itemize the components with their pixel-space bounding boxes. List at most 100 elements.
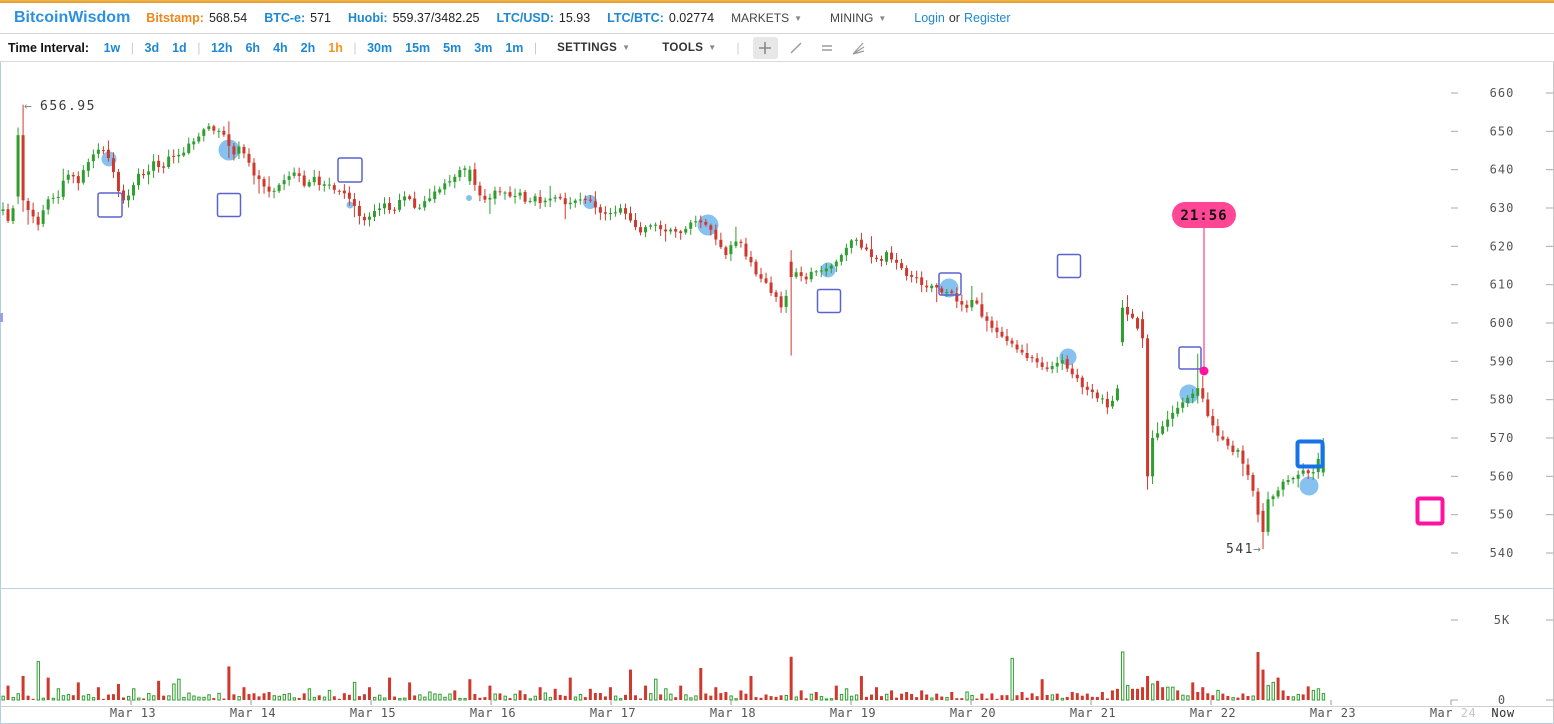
settings-menu[interactable]: SETTINGS ▼ <box>557 41 631 54</box>
svg-text:Mar 15: Mar 15 <box>350 706 396 720</box>
caret-down-icon: ▼ <box>622 42 631 52</box>
auth-or-text: or <box>948 11 960 25</box>
trade-marker-circle <box>1059 348 1077 366</box>
interval-6h[interactable]: 6h <box>245 40 261 55</box>
ticker-label: LTC/USD: <box>496 11 554 25</box>
svg-text:Mar 20: Mar 20 <box>950 706 996 720</box>
price-annotations: ← 656.95 541 → <box>24 99 1261 557</box>
interval-3d[interactable]: 3d <box>144 40 160 55</box>
trade-marker-circle <box>1299 476 1319 496</box>
svg-text:→: → <box>1253 542 1261 557</box>
svg-text:610: 610 <box>1490 278 1515 292</box>
order-marker-square <box>337 157 363 183</box>
svg-text:←: ← <box>24 99 32 114</box>
svg-text:Mar 16: Mar 16 <box>470 706 516 720</box>
toolbar-separator: | <box>533 40 538 55</box>
interval-1d[interactable]: 1d <box>172 40 187 55</box>
chart-area: 21:56 ← 656.95 541 → 660 650 640 630 620 610 600 590… <box>0 62 1554 724</box>
interval-1w[interactable]: 1w <box>103 40 121 55</box>
ticker-value: 15.93 <box>558 11 591 25</box>
svg-text:550: 550 <box>1490 508 1515 522</box>
tools-menu[interactable]: TOOLS ▼ <box>662 41 717 54</box>
time-flag-marker: 21:56 <box>1172 202 1236 376</box>
order-marker-square <box>216 192 242 218</box>
time-flag-label <box>1172 202 1236 228</box>
svg-text:Mar 17: Mar 17 <box>590 706 636 720</box>
trade-marker-circle <box>346 201 354 209</box>
interval-4h[interactable]: 4h <box>273 40 288 55</box>
app-header: BitcoinWisdom Bitstamp: 568.54 BTC-e: 571 … <box>0 3 1554 34</box>
svg-text:Mar 24: Mar 24 <box>1430 706 1476 720</box>
interval-15m[interactable]: 15m <box>405 40 431 55</box>
interval-3m[interactable]: 3m <box>474 40 493 55</box>
caret-down-icon: ▼ <box>708 42 717 52</box>
fan-lines-icon[interactable] <box>846 37 871 59</box>
interval-12h[interactable]: 12h <box>210 40 233 55</box>
login-link[interactable]: Login <box>914 11 945 25</box>
interval-30m[interactable]: 30m <box>367 40 393 55</box>
volume-series <box>1 651 1326 701</box>
ticker-label: LTC/BTC: <box>607 11 664 25</box>
time-interval-label: Time Interval: <box>8 40 90 55</box>
svg-text:560: 560 <box>1490 469 1515 483</box>
drawing-tools <box>750 36 874 59</box>
chart-frame <box>0 62 1554 724</box>
order-marker-square <box>97 192 123 218</box>
svg-text:580: 580 <box>1490 393 1515 407</box>
svg-text:600: 600 <box>1490 316 1515 330</box>
toolbar-separator: | <box>736 40 740 55</box>
svg-text:590: 590 <box>1490 354 1515 368</box>
mining-menu[interactable]: MINING ▼ <box>830 11 887 25</box>
order-marker-square <box>816 288 842 314</box>
candlestick-series <box>1 104 1325 550</box>
trade-marker-circle <box>466 195 472 201</box>
top-accent-bar <box>0 0 1554 3</box>
svg-text:541: 541 <box>1226 542 1254 557</box>
candlestick-chart[interactable]: 21:56 ← 656.95 541 → 660 650 640 630 620 610 600 590… <box>0 62 1554 724</box>
toolbar-separator: | <box>197 40 201 55</box>
pink-alert-square <box>1415 496 1445 526</box>
svg-text:540: 540 <box>1490 546 1515 560</box>
svg-text:Mar 23: Mar 23 <box>1310 706 1356 720</box>
time-flag-dot <box>1199 366 1209 376</box>
svg-text:Mar 19: Mar 19 <box>830 706 876 720</box>
trade-marker-circle <box>939 278 959 298</box>
order-marker-squares <box>97 157 1445 526</box>
ticker-ltcusd: LTC/USD: 15.93 <box>496 11 590 25</box>
left-edge-marker <box>0 313 3 322</box>
ticker-value: 559.37/3482.25 <box>392 11 480 25</box>
trade-marker-circle <box>697 214 719 236</box>
markets-menu[interactable]: MARKETS ▼ <box>731 11 802 25</box>
highlighted-order-square <box>1295 439 1325 469</box>
svg-text:630: 630 <box>1490 201 1515 215</box>
svg-text:0: 0 <box>1498 693 1506 707</box>
order-marker-square <box>938 272 962 296</box>
trade-marker-circles <box>101 139 1319 496</box>
trade-marker-circle <box>1179 384 1199 404</box>
interval-2h[interactable]: 2h <box>300 40 316 55</box>
interval-1h[interactable]: 1h <box>328 40 343 55</box>
trade-marker-circle <box>820 262 836 278</box>
svg-text:5K: 5K <box>1494 613 1510 627</box>
horizontal-line-icon[interactable] <box>815 37 840 59</box>
ticker-label: BTC-e: <box>264 11 306 25</box>
svg-text:Mar 14: Mar 14 <box>230 706 276 720</box>
svg-text:Mar 18: Mar 18 <box>710 706 756 720</box>
svg-text:650: 650 <box>1490 124 1515 138</box>
auth-links: Login or Register <box>914 11 1010 25</box>
trendline-icon[interactable] <box>784 37 809 59</box>
app-logo[interactable]: BitcoinWisdom <box>14 9 131 26</box>
caret-down-icon: ▼ <box>794 14 802 23</box>
order-marker-square <box>1056 253 1082 279</box>
crosshair-icon[interactable] <box>752 36 778 59</box>
axes: 660 650 640 630 620 610 600 590 580 570 560 550 540 5… <box>110 86 1553 720</box>
interval-1m[interactable]: 1m <box>505 40 524 55</box>
ticker-huobi: Huobi: 559.37/3482.25 <box>348 11 479 25</box>
svg-text:21:56: 21:56 <box>1180 208 1227 224</box>
svg-text:570: 570 <box>1490 431 1515 445</box>
interval-5m[interactable]: 5m <box>443 40 462 55</box>
register-link[interactable]: Register <box>963 11 1011 25</box>
ticker-btce: BTC-e: 571 <box>264 11 331 25</box>
ticker-bitstamp: Bitstamp: 568.54 <box>146 11 247 25</box>
ticker-value: 0.02774 <box>668 11 715 25</box>
